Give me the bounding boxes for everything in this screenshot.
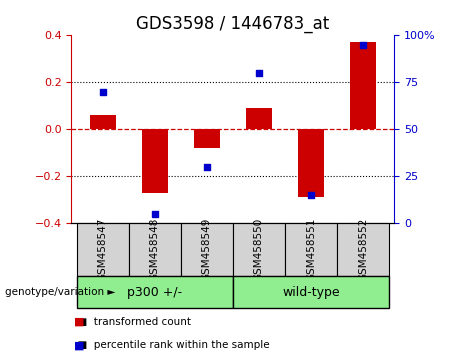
Text: ■  percentile rank within the sample: ■ percentile rank within the sample bbox=[71, 340, 270, 350]
Point bbox=[255, 70, 262, 76]
Text: GSM458548: GSM458548 bbox=[150, 218, 160, 281]
Bar bbox=[233, 276, 389, 308]
Text: ■  transformed count: ■ transformed count bbox=[71, 317, 191, 327]
Bar bbox=[90, 115, 116, 129]
Bar bbox=[77, 223, 129, 276]
Bar bbox=[350, 42, 376, 129]
Text: GSM458547: GSM458547 bbox=[98, 218, 108, 281]
Text: GSM458549: GSM458549 bbox=[202, 218, 212, 281]
Text: GSM458550: GSM458550 bbox=[254, 218, 264, 281]
Bar bbox=[233, 223, 285, 276]
Text: wild-type: wild-type bbox=[282, 286, 340, 298]
Text: genotype/variation ►: genotype/variation ► bbox=[5, 287, 115, 297]
Point bbox=[359, 42, 366, 47]
Bar bbox=[181, 223, 233, 276]
Bar bbox=[298, 129, 324, 197]
Bar bbox=[337, 223, 389, 276]
Bar bbox=[129, 223, 181, 276]
Bar bbox=[77, 276, 233, 308]
Point bbox=[307, 192, 314, 198]
Bar bbox=[285, 223, 337, 276]
Bar bbox=[194, 129, 220, 148]
Text: p300 +/-: p300 +/- bbox=[127, 286, 182, 298]
Point bbox=[203, 164, 211, 170]
Text: GSM458552: GSM458552 bbox=[358, 218, 368, 281]
Text: ■: ■ bbox=[74, 317, 84, 327]
Text: GSM458551: GSM458551 bbox=[306, 218, 316, 281]
Point bbox=[99, 89, 106, 95]
Bar bbox=[246, 108, 272, 129]
Title: GDS3598 / 1446783_at: GDS3598 / 1446783_at bbox=[136, 15, 330, 33]
Point bbox=[151, 211, 159, 217]
Bar bbox=[142, 129, 168, 193]
Text: ■: ■ bbox=[74, 340, 84, 350]
